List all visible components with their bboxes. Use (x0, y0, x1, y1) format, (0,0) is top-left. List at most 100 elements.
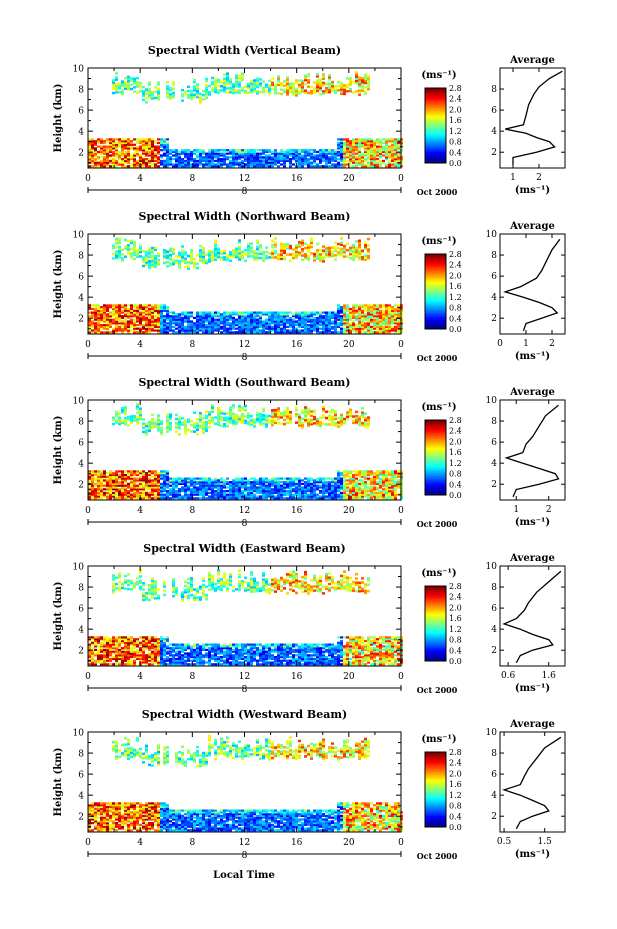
heatmap-cell (331, 254, 334, 258)
average-x-tick-label: 1 (510, 173, 516, 183)
heatmap-cell (112, 493, 115, 496)
heatmap-cell (238, 479, 241, 482)
heatmap-cell (313, 495, 316, 498)
heatmap-cell (274, 159, 277, 162)
heatmap-cell (118, 249, 121, 253)
heatmap-cell (379, 154, 382, 157)
heatmap-cell (232, 412, 235, 416)
heatmap-cell (250, 329, 253, 332)
colorbar-swatch (425, 287, 446, 290)
heatmap-cell (121, 248, 124, 252)
heatmap-cell (106, 320, 109, 323)
heatmap-cell (88, 479, 91, 482)
heatmap-cell (121, 304, 124, 307)
heatmap-cell (88, 315, 91, 318)
heatmap-cell (241, 491, 244, 494)
heatmap-cell (319, 490, 322, 493)
heatmap-cell (298, 477, 301, 480)
heatmap-cell (316, 87, 319, 91)
heatmap-cell (214, 315, 217, 318)
heatmap-cell (223, 481, 226, 484)
heatmap-cell (163, 495, 166, 498)
heatmap-cell (118, 141, 121, 145)
heatmap-cell (106, 304, 109, 307)
heatmap-cell (184, 484, 187, 487)
heatmap-cell (130, 482, 133, 485)
heatmap-cell (313, 422, 316, 425)
heatmap-cell (211, 497, 214, 500)
heatmap-cell (322, 77, 325, 80)
heatmap-cell (172, 87, 175, 90)
heatmap-cell (340, 307, 343, 311)
heatmap-cell (256, 241, 259, 245)
heatmap-cell (376, 313, 379, 316)
heatmap-cell (355, 324, 358, 327)
heatmap-cell (352, 161, 355, 164)
heatmap-cell (280, 324, 283, 327)
heatmap-cell (97, 327, 100, 330)
heatmap-cell (136, 307, 139, 311)
heatmap-cell (217, 318, 220, 321)
heatmap-cell (289, 152, 292, 155)
heatmap-cell (166, 306, 169, 309)
heatmap-cell (319, 78, 322, 81)
heatmap-cell (361, 313, 364, 316)
heatmap-cell (106, 479, 109, 482)
heatmap-cell (277, 257, 280, 261)
heatmap-cell (235, 311, 238, 314)
heatmap-cell (343, 147, 346, 150)
heatmap-cell (145, 481, 148, 484)
heatmap-cell (361, 83, 364, 86)
heatmap-cell (235, 327, 238, 330)
heatmap-cell (319, 318, 322, 321)
heatmap-cell (334, 156, 337, 159)
colorbar-swatch (425, 140, 446, 143)
heatmap-cell (322, 320, 325, 323)
heatmap-cell (394, 165, 397, 168)
heatmap-cell (397, 318, 400, 321)
heatmap-cell (157, 427, 160, 430)
heatmap-cell (397, 165, 400, 168)
heatmap-cell (127, 484, 130, 487)
heatmap-cell (298, 497, 301, 500)
heatmap-cell (157, 152, 160, 155)
heatmap-cell (94, 150, 97, 153)
heatmap-cell (127, 482, 130, 485)
heatmap-cell (310, 154, 313, 157)
heatmap-cell (343, 331, 346, 334)
heatmap-cell (364, 140, 367, 143)
heatmap-cell (349, 87, 352, 91)
heatmap-cell (199, 420, 202, 423)
heatmap-cell (322, 73, 325, 76)
heatmap-cell (229, 253, 232, 256)
heatmap-cell (151, 156, 154, 159)
heatmap-cell (271, 423, 274, 427)
heatmap-cell (322, 416, 325, 419)
heatmap-cell (256, 247, 259, 251)
heatmap-cell (91, 495, 94, 498)
heatmap-cell (145, 161, 148, 164)
heatmap-cell (157, 479, 160, 482)
heatmap-cell (184, 253, 187, 256)
heatmap-cell (313, 322, 316, 325)
heatmap-cell (130, 311, 133, 314)
heatmap-cell (205, 427, 208, 430)
heatmap-cell (343, 322, 346, 325)
heatmap-cell (277, 75, 280, 78)
heatmap-cell (184, 311, 187, 314)
heatmap-cell (199, 329, 202, 332)
heatmap-cell (250, 315, 253, 318)
heatmap-cell (265, 484, 268, 487)
heatmap-cell (184, 165, 187, 168)
heatmap-cell (202, 486, 205, 489)
heatmap-cell (331, 85, 334, 88)
heatmap-cell (91, 497, 94, 500)
heatmap-cell (175, 484, 178, 487)
heatmap-cell (349, 154, 352, 157)
heatmap-cell (220, 161, 223, 164)
heatmap-cell (211, 316, 214, 319)
heatmap-cell (154, 246, 157, 249)
heatmap-cell (181, 93, 184, 96)
heatmap-cell (322, 409, 325, 413)
heatmap-cell (274, 327, 277, 330)
